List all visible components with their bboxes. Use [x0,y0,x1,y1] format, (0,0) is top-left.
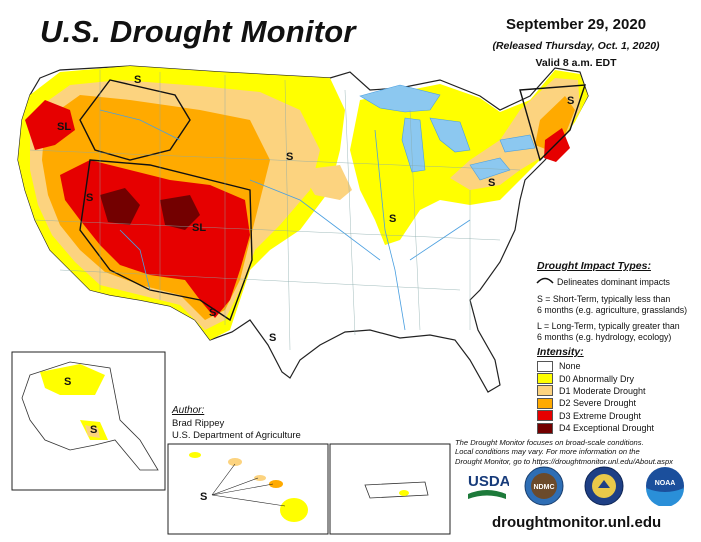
impact-label-s: S [134,74,141,86]
usda-logo: USDA [468,473,509,499]
d4-area-southwest [100,188,140,225]
author-name: Brad Rippey [172,418,225,429]
noaa-logo: NOAA [646,467,684,506]
puerto-rico-land [364,481,429,499]
impact-legend-heading: Drought Impact Types: [537,260,651,272]
info-note: The Drought Monitor focuses on broad-sca… [455,438,695,466]
d2-area-northeast [535,96,575,150]
intensity-label: D1 Moderate Drought [559,385,646,396]
intensity-item: D2 Severe Drought [537,397,697,409]
site-url[interactable]: droughtmonitor.unl.edu [492,514,662,531]
ndmc-logo-text: NDMC [534,484,555,491]
intensity-swatch [537,360,553,372]
impact-label-s: S [200,491,207,503]
short-term-line2: 6 months (e.g. agriculture, grasslands) [537,305,688,315]
intensity-swatch [537,385,553,397]
intensity-item: D1 Moderate Drought [537,385,697,397]
impact-label-s: S [286,151,293,163]
intensity-label: D4 Exceptional Drought [559,423,655,434]
impact-label-s: S [488,177,495,189]
long-term-line1: L = Long-Term, typically greater than [537,321,680,331]
intensity-item: D3 Extreme Drought [537,410,697,422]
long-term-line2: 6 months (e.g. hydrology, ecology) [537,332,672,342]
intensity-label: D2 Severe Drought [559,398,637,409]
impact-label-sl: SL [57,121,71,133]
intensity-swatch [537,410,553,422]
impact-legend: Drought Impact Types: Delineates dominan… [537,260,697,343]
intensity-label: D3 Extreme Drought [559,410,642,421]
impact-delineates-label: Delineates dominant impacts [557,277,670,287]
d3-area-northwest [25,100,75,150]
state-lines [29,70,521,351]
intensity-label: None [559,361,581,372]
puerto-rico-d0 [399,490,409,496]
usda-logo-text: USDA [468,473,509,490]
hawaii-island-2 [228,458,242,466]
author-org: U.S. Department of Agriculture [172,430,301,441]
valid-time: Valid 8 a.m. EDT [535,57,617,69]
impact-label-s: S [209,307,216,319]
note-line: Local conditions may vary. For more info… [455,447,640,457]
noaa-logo-text: NOAA [655,480,676,487]
hawaii-inset [167,443,329,535]
note-line: The Drought Monitor focuses on broad-sca… [455,438,644,447]
impact-label-s: S [269,332,276,344]
hawaii-island-5 [280,498,308,522]
conus-map [17,65,589,393]
alaska-d1 [85,425,100,438]
intensity-item: D4 Exceptional Drought [537,422,697,434]
alaska-d0 [40,364,108,440]
release-note: (Released Thursday, Oct. 1, 2020) [492,40,660,52]
intensity-item: D0 Abnormally Dry [537,372,697,385]
intensity-legend: Intensity: None D0 Abnormally Dry D1 Mod… [537,346,697,434]
short-term-line1: S = Short-Term, typically less than [537,294,671,304]
impact-labels: S SL S S SL S S S S S S S S [57,74,574,503]
impact-label-s: S [567,95,574,107]
map-date: September 29, 2020 [505,16,647,33]
puerto-rico-inset [329,443,451,535]
intensity-swatch [537,422,553,434]
note-line: Drought Monitor, go to https://droughtmo… [455,456,673,466]
impact-label-s: S [389,213,396,225]
great-lakes [359,84,536,181]
rivers [99,109,471,331]
hawaii-island-3 [254,475,266,481]
alaska-inset [11,351,166,491]
hawaii-island-1 [189,452,201,458]
intensity-item: None [537,360,697,372]
ndmc-logo: NDMC [524,466,564,506]
author-heading: Author: [172,405,205,416]
hawaii-island-4 [269,480,283,488]
doc-seal-logo [584,466,624,506]
impact-label-s: S [90,424,97,436]
impact-boundary-icon [536,277,554,284]
intensity-swatch [537,373,553,385]
intensity-label: D0 Abnormally Dry [559,373,635,384]
impact-label-s: S [64,376,71,388]
d1-area-midwest [300,165,352,200]
intensity-legend-heading: Intensity: [537,346,584,358]
d4-area-colorado [160,195,200,230]
intensity-swatch [537,397,553,409]
impact-label-s: S [86,192,93,204]
impact-label-sl: SL [192,222,206,234]
hawaii-pointer-lines [211,463,286,507]
map-title: U.S. Drought Monitor [40,14,356,49]
